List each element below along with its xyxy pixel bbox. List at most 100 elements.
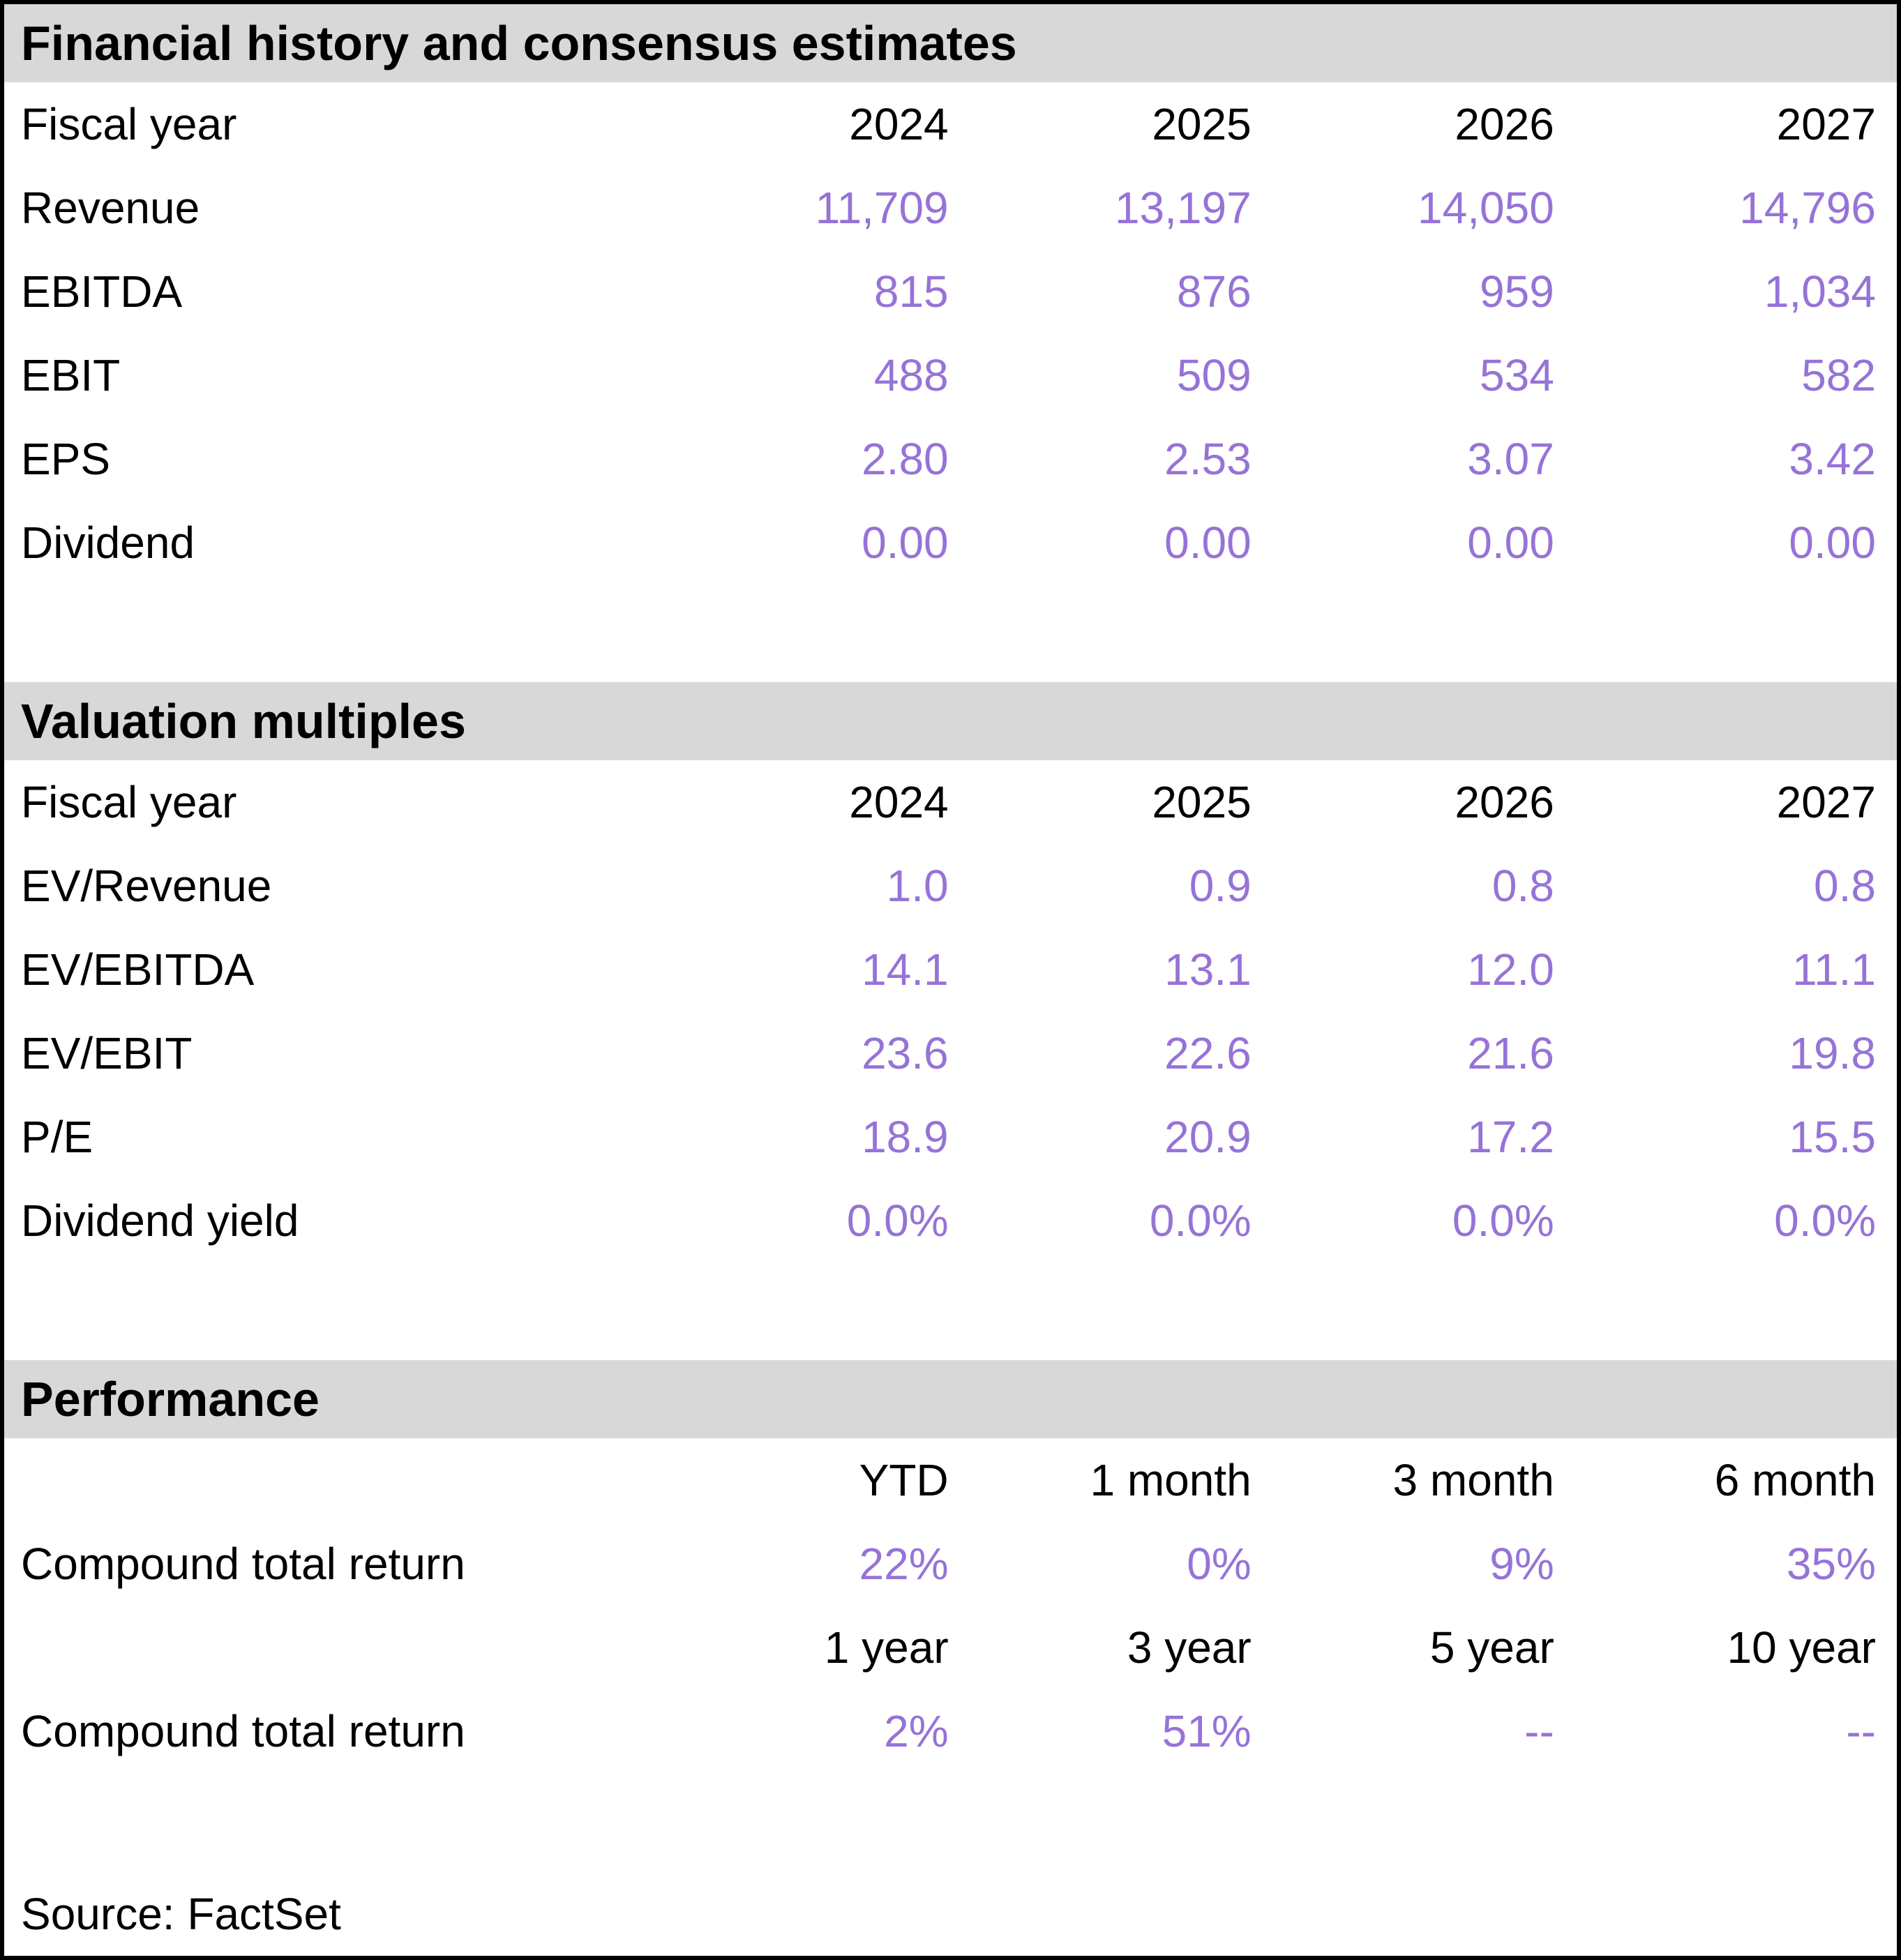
period-header: 1 month (1090, 1455, 1252, 1505)
period-header: 3 year (1127, 1622, 1252, 1673)
row-label-ev-ebit: EV/EBIT (21, 1028, 193, 1078)
row-label-eps: EPS (21, 434, 111, 484)
section-header-valuation-multiples: Valuation multiples (4, 682, 1897, 760)
table-row: Fiscal year 2024 2025 2026 2027 (4, 760, 1897, 844)
row-label-ev-revenue: EV/Revenue (21, 861, 272, 911)
cell-value: 22.6 (1164, 1028, 1252, 1078)
cell-value: 0.8 (1814, 861, 1876, 911)
cell-value: 9% (1489, 1539, 1554, 1589)
table-row: 1 year 3 year 5 year 10 year (4, 1606, 1897, 1689)
table-row: EBITDA 815 876 959 1,034 (4, 250, 1897, 333)
cell-value: -- (1524, 1706, 1554, 1756)
cell-value: 534 (1480, 350, 1554, 400)
cell-value: 3.42 (1789, 434, 1876, 484)
cell-value: 51% (1162, 1706, 1252, 1756)
cell-value: 509 (1176, 350, 1252, 400)
cell-value: 19.8 (1789, 1028, 1876, 1078)
table-row: EV/EBIT 23.6 22.6 21.6 19.8 (4, 1011, 1897, 1095)
cell-value: 35% (1786, 1539, 1876, 1589)
cell-value: 0% (1187, 1539, 1252, 1589)
period-header: 3 month (1392, 1455, 1554, 1505)
cell-value: 13.1 (1164, 944, 1252, 995)
table-row: Dividend 0.00 0.00 0.00 0.00 (4, 501, 1897, 585)
row-label-dividend: Dividend (21, 518, 195, 568)
cell-value: 12.0 (1467, 944, 1554, 995)
cell-value: 1,034 (1764, 266, 1876, 317)
cell-value: 17.2 (1467, 1112, 1554, 1162)
cell-value: 582 (1801, 350, 1876, 400)
cell-value: 1.0 (886, 861, 949, 911)
table-row: EV/Revenue 1.0 0.9 0.8 0.8 (4, 844, 1897, 928)
cell-value: 0.0% (1452, 1196, 1554, 1246)
cell-value: 0.0% (846, 1196, 949, 1246)
table-row: EPS 2.80 2.53 3.07 3.42 (4, 417, 1897, 501)
cell-value: 0.00 (1789, 518, 1876, 568)
cell-value: 2.80 (862, 434, 949, 484)
row-label-compound-total-return: Compound total return (21, 1539, 465, 1589)
row-label-revenue: Revenue (21, 183, 200, 233)
table-row: P/E 18.9 20.9 17.2 15.5 (4, 1095, 1897, 1179)
cell-value: 11.1 (1792, 944, 1876, 995)
cell-value: 13,197 (1114, 183, 1252, 233)
cell-value: 0.8 (1492, 861, 1554, 911)
row-label-fiscal-year: Fiscal year (21, 777, 237, 827)
year-header: 2025 (1152, 777, 1252, 827)
spacer (4, 1773, 1897, 1872)
row-label-fiscal-year: Fiscal year (21, 99, 237, 149)
section-header-performance: Performance (4, 1360, 1897, 1438)
source-attribution: Source: FactSet (21, 1889, 341, 1939)
cell-value: 22% (859, 1539, 949, 1589)
table-row: EBIT 488 509 534 582 (4, 333, 1897, 417)
cell-value: 0.00 (862, 518, 949, 568)
cell-value: 20.9 (1164, 1112, 1252, 1162)
period-header: 1 year (824, 1622, 949, 1673)
year-header: 2024 (849, 99, 949, 149)
cell-value: 21.6 (1467, 1028, 1554, 1078)
row-label-ebitda: EBITDA (21, 266, 183, 317)
row-label-ev-ebitda: EV/EBITDA (21, 944, 255, 995)
table-row: EV/EBITDA 14.1 13.1 12.0 11.1 (4, 928, 1897, 1011)
table-row: Dividend yield 0.0% 0.0% 0.0% 0.0% (4, 1179, 1897, 1262)
cell-value: 0.00 (1164, 518, 1252, 568)
cell-value: 14,050 (1418, 183, 1554, 233)
cell-value: 0.00 (1467, 518, 1554, 568)
period-header: 6 month (1714, 1455, 1876, 1505)
cell-value: 23.6 (862, 1028, 949, 1078)
cell-value: 959 (1480, 266, 1554, 317)
table-row: Fiscal year 2024 2025 2026 2027 (4, 82, 1897, 166)
cell-value: 2% (884, 1706, 949, 1756)
row-label-ebit: EBIT (21, 350, 121, 400)
section-header-financial-history: Financial history and consensus estimate… (4, 4, 1897, 82)
table-row: Compound total return 2% 51% -- -- (4, 1689, 1897, 1773)
cell-value: 2.53 (1164, 434, 1252, 484)
year-header: 2025 (1152, 99, 1252, 149)
cell-value: 815 (873, 266, 949, 317)
table-row: Revenue 11,709 13,197 14,050 14,796 (4, 166, 1897, 250)
cell-value: 0.0% (1149, 1196, 1252, 1246)
row-label-pe: P/E (21, 1112, 93, 1162)
cell-value: 0.0% (1774, 1196, 1876, 1246)
year-header: 2027 (1776, 99, 1876, 149)
table-row: Compound total return 22% 0% 9% 35% (4, 1522, 1897, 1606)
year-header: 2024 (849, 777, 949, 827)
cell-value: 488 (873, 350, 949, 400)
cell-value: 15.5 (1789, 1112, 1876, 1162)
cell-value: 0.9 (1189, 861, 1252, 911)
year-header: 2026 (1455, 777, 1554, 827)
cell-value: -- (1846, 1706, 1876, 1756)
cell-value: 876 (1176, 266, 1252, 317)
cell-value: 11,709 (815, 183, 949, 233)
cell-value: 3.07 (1467, 434, 1554, 484)
year-header: 2027 (1776, 777, 1876, 827)
row-label-compound-total-return: Compound total return (21, 1706, 465, 1756)
period-header: YTD (859, 1455, 949, 1505)
row-label-dividend-yield: Dividend yield (21, 1196, 299, 1246)
period-header: 10 year (1727, 1622, 1876, 1673)
period-header: 5 year (1429, 1622, 1554, 1673)
year-header: 2026 (1455, 99, 1554, 149)
table-row: YTD 1 month 3 month 6 month (4, 1438, 1897, 1522)
cell-value: 14.1 (862, 944, 949, 995)
cell-value: 14,796 (1739, 183, 1876, 233)
cell-value: 18.9 (862, 1112, 949, 1162)
